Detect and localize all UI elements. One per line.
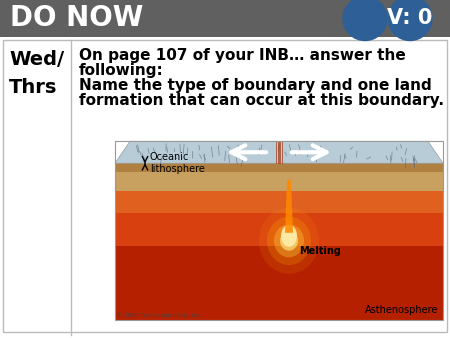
Text: Oceanic
lithosphere: Oceanic lithosphere	[150, 152, 205, 174]
Text: V: 0: V: 0	[387, 8, 433, 28]
Ellipse shape	[259, 208, 319, 274]
Bar	[115, 141, 443, 320]
Text: Melting: Melting	[299, 246, 341, 256]
Text: © 2009 Tasa Graphic Arts, Inc.: © 2009 Tasa Graphic Arts, Inc.	[117, 312, 202, 318]
Polygon shape	[115, 191, 443, 213]
Text: Name the type of boundary and one land: Name the type of boundary and one land	[79, 78, 432, 93]
Text: On page 107 of your INB… answer the: On page 107 of your INB… answer the	[79, 48, 406, 63]
Polygon shape	[115, 163, 443, 171]
Polygon shape	[115, 246, 443, 320]
Text: Asthenosphere: Asthenosphere	[364, 305, 438, 315]
Ellipse shape	[280, 231, 298, 251]
Circle shape	[388, 0, 432, 41]
Circle shape	[343, 0, 387, 41]
Bar	[0, 0, 450, 37]
Text: following:: following:	[79, 63, 164, 78]
Polygon shape	[115, 213, 443, 246]
Text: DO NOW: DO NOW	[10, 4, 144, 32]
Polygon shape	[285, 180, 293, 233]
Polygon shape	[115, 163, 443, 191]
Text: Wed/
Thrs: Wed/ Thrs	[9, 50, 64, 97]
Polygon shape	[115, 141, 443, 163]
Text: formation that can occur at this boundary.: formation that can occur at this boundar…	[79, 93, 444, 108]
Ellipse shape	[281, 225, 297, 247]
Bar	[3, 40, 447, 332]
Ellipse shape	[267, 217, 311, 265]
Ellipse shape	[274, 224, 304, 257]
